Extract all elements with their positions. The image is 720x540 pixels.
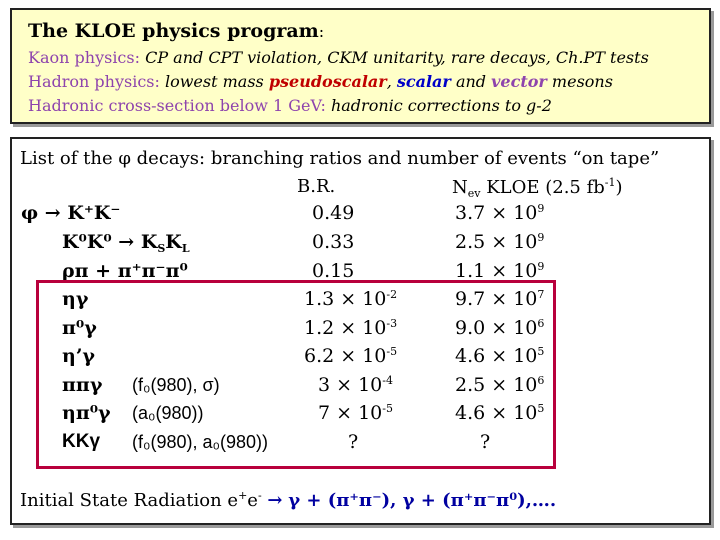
row-3-channel: ηγ [62, 288, 89, 310]
col-nev-header: Nev KLOE (2.5 fb-1) [452, 176, 623, 200]
program-box: The KLOE physics program: Kaon physics: … [10, 8, 711, 124]
row-3-br: 1.3 × 10-2 [304, 288, 398, 310]
row-7-nev: 4.6 × 105 [455, 402, 545, 424]
row-4-channel: π⁰γ [62, 317, 97, 339]
row-6-note: (f₀(980), σ) [132, 375, 220, 395]
row-2-br: 0.15 [312, 260, 355, 282]
row-5-br: 6.2 × 10-5 [304, 345, 398, 367]
col-br-header: B.R. [297, 176, 336, 197]
row-7-br: 7 × 10-5 [318, 402, 393, 424]
arrow-icon: → [267, 490, 283, 511]
row-7-note: (a₀(980)) [132, 403, 204, 423]
row-5-nev: 4.6 × 105 [455, 345, 545, 367]
row-8-nev: ? [480, 431, 491, 453]
decays-intro: List of the φ decays: branching ratios a… [20, 148, 660, 169]
row-8-br: ? [348, 431, 359, 453]
row-1-nev: 2.5 × 109 [455, 231, 545, 253]
row-2-nev: 1.1 × 109 [455, 260, 545, 282]
radiative-decays-frame [36, 280, 556, 469]
hadron-line: Hadron physics: lowest mass pseudoscalar… [28, 72, 613, 91]
row-7-channel: ηπ⁰γ [62, 402, 111, 424]
row-2-channel: ρπ + π⁺π⁻π⁰ [62, 260, 188, 282]
row-1-channel: K⁰K⁰ → KSKL [62, 231, 190, 255]
row-8-channel: KKγ [62, 431, 101, 452]
row-4-br: 1.2 × 10-3 [304, 317, 398, 339]
row-6-channel: ππγ [62, 374, 103, 396]
isr-line: Initial State Radiation e+e- → γ + (π⁺π⁻… [20, 489, 557, 511]
isr-formula: γ + (π⁺π⁻), γ + (π⁺π⁻π⁰),…. [288, 490, 557, 511]
row-0-br: 0.49 [312, 202, 355, 224]
program-title: The KLOE physics program: [28, 20, 325, 42]
xsec-line: Hadronic cross-section below 1 GeV: hadr… [28, 96, 552, 115]
row-4-nev: 9.0 × 106 [455, 317, 545, 339]
row-0-channel: φ → K⁺K⁻ [21, 202, 121, 224]
row-3-nev: 9.7 × 107 [455, 288, 545, 310]
row-6-nev: 2.5 × 106 [455, 374, 545, 396]
row-8-note: (f₀(980), a₀(980)) [132, 432, 268, 452]
row-1-br: 0.33 [312, 231, 355, 253]
kaon-line: Kaon physics: CP and CPT violation, CKM … [28, 48, 649, 67]
decays-box [10, 137, 711, 525]
row-6-br: 3 × 10-4 [318, 374, 393, 396]
row-0-nev: 3.7 × 109 [455, 202, 545, 224]
row-5-channel: η’γ [62, 345, 95, 367]
program-title-text: The KLOE physics program [28, 20, 319, 42]
